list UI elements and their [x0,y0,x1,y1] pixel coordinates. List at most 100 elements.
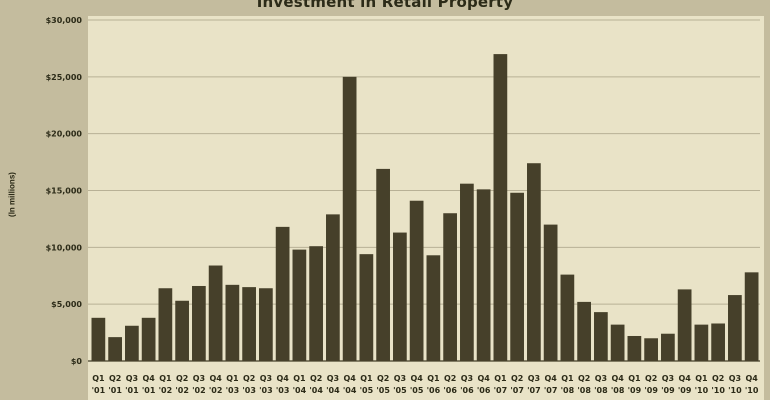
bar [125,325,139,361]
x-tick-label-quarter: Q4 [477,374,490,383]
x-tick-label-year: '06 [460,386,474,395]
x-tick-label-quarter: Q1 [92,374,105,383]
x-tick-label-year: '03 [259,386,273,395]
x-tick-label-quarter: Q2 [243,374,255,383]
x-tick-label-quarter: Q1 [159,374,172,383]
bar [661,333,675,361]
bar [192,285,206,361]
x-tick-label-year: '08 [611,386,625,395]
bar [610,324,625,361]
x-tick-label-year: '08 [577,386,591,395]
x-tick-label-quarter: Q1 [494,374,507,383]
chart-title: Investment in Retail Property [256,0,514,11]
x-tick-label-year: '02 [192,386,206,395]
x-tick-label-year: '02 [209,386,223,395]
x-tick-label-year: '06 [443,386,457,395]
x-tick-label-quarter: Q1 [226,374,239,383]
bar [393,232,407,361]
x-axis-ticks: Q1'01Q2'01Q3'01Q4'01Q1'02Q2'02Q3'02Q4'02… [92,374,759,395]
x-tick-label-year: '09 [661,386,675,395]
x-tick-label-year: '10 [728,386,742,395]
x-tick-label-year: '06 [477,386,491,395]
x-tick-label-quarter: Q3 [260,374,272,383]
bar [644,338,658,361]
x-tick-label-year: '04 [343,386,357,395]
bar [577,301,591,361]
bar [225,284,240,361]
x-tick-label-year: '07 [494,386,508,395]
x-tick-label-year: '02 [175,386,189,395]
y-tick-label: $20,000 [46,130,83,139]
bar [694,324,709,361]
x-tick-label-quarter: Q1 [628,374,641,383]
x-tick-label-year: '05 [360,386,374,395]
x-tick-label-year: '01 [125,386,139,395]
bar [342,76,357,361]
y-tick-label: $0 [71,357,83,366]
y-tick-label: $10,000 [46,243,83,252]
x-tick-label-quarter: Q3 [528,374,540,383]
bar [443,213,457,361]
bar [108,337,122,361]
x-tick-label-quarter: Q2 [109,374,121,383]
x-tick-label-year: '04 [293,386,307,395]
bar [292,249,307,361]
x-tick-label-quarter: Q2 [578,374,590,383]
bar [359,254,374,361]
x-tick-label-quarter: Q1 [360,374,373,383]
x-tick-label-quarter: Q4 [678,374,691,383]
x-tick-label-quarter: Q3 [662,374,674,383]
x-tick-label-quarter: Q1 [427,374,440,383]
x-tick-label-quarter: Q2 [377,374,389,383]
bars [91,54,759,361]
y-tick-label: $5,000 [51,300,82,309]
x-tick-label-year: '07 [510,386,524,395]
bar [326,214,340,361]
x-tick-label-quarter: Q3 [193,374,205,383]
x-tick-label-quarter: Q2 [645,374,657,383]
bar [728,295,742,361]
bar [141,317,156,361]
x-tick-label-quarter: Q2 [444,374,456,383]
bar [493,54,508,361]
y-tick-label: $30,000 [46,16,83,25]
x-tick-label-year: '07 [527,386,541,395]
x-tick-label-year: '02 [159,386,173,395]
x-tick-label-quarter: Q4 [745,374,758,383]
bar [259,288,273,361]
x-tick-label-quarter: Q3 [729,374,741,383]
x-tick-label-year: '03 [242,386,256,395]
x-tick-label-quarter: Q4 [611,374,624,383]
x-tick-label-quarter: Q2 [310,374,322,383]
x-tick-label-year: '01 [108,386,122,395]
x-tick-label-quarter: Q1 [695,374,708,383]
x-tick-label-quarter: Q2 [511,374,523,383]
bar [627,335,642,361]
y-tick-label: $15,000 [46,187,83,196]
bar [309,246,323,361]
x-tick-label-year: '06 [427,386,441,395]
x-tick-label-year: '10 [695,386,709,395]
bar [158,288,173,361]
y-tick-label: $25,000 [46,73,83,82]
x-tick-label-quarter: Q4 [142,374,155,383]
bar [426,255,441,361]
x-tick-label-year: '05 [376,386,390,395]
x-tick-label-year: '04 [326,386,340,395]
bar [275,226,290,361]
x-tick-label-year: '08 [594,386,608,395]
bar [560,274,575,361]
bar [175,300,189,361]
bar [242,287,256,361]
x-tick-label-year: '03 [226,386,240,395]
x-tick-label-quarter: Q3 [461,374,473,383]
x-tick-label-year: '01 [92,386,106,395]
x-tick-label-year: '09 [678,386,692,395]
x-tick-label-year: '03 [276,386,290,395]
x-tick-label-quarter: Q2 [176,374,188,383]
x-tick-label-quarter: Q4 [209,374,222,383]
x-tick-label-quarter: Q2 [712,374,724,383]
x-tick-label-year: '10 [745,386,759,395]
